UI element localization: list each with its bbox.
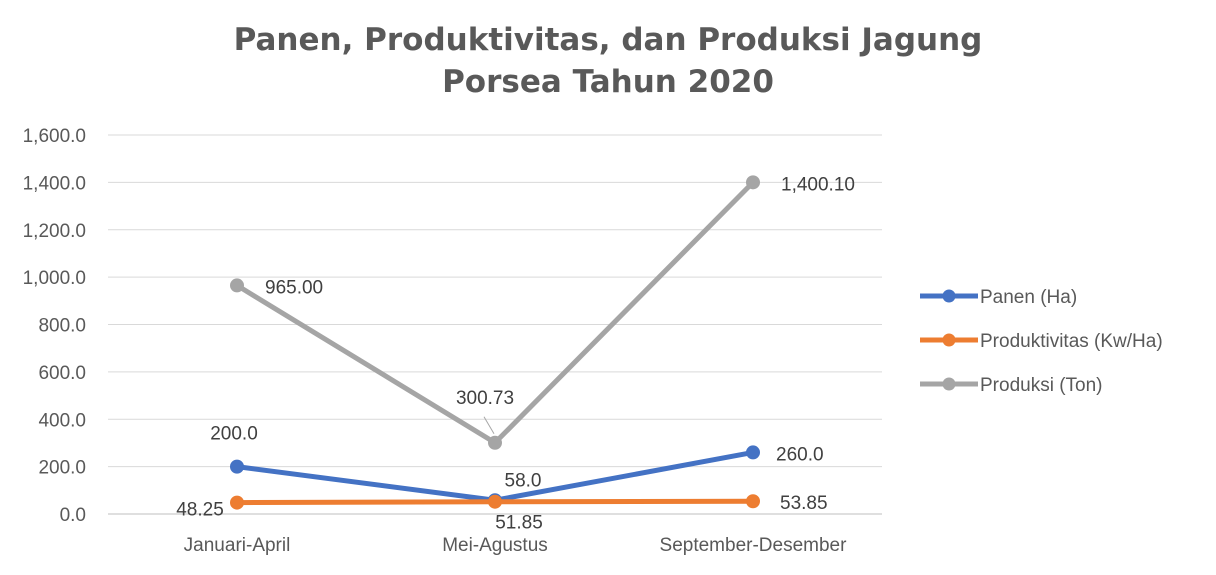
data-label: 53.85 [780, 493, 828, 514]
y-tick-label: 800.0 [38, 316, 86, 337]
data-point [746, 494, 760, 509]
data-point [230, 278, 244, 293]
data-point [488, 494, 502, 509]
data-label: 200.0 [210, 424, 258, 445]
legend-swatch-marker [942, 377, 956, 391]
chart-title-line-1: Panen, Produktivitas, dan Produksi Jagun… [233, 22, 983, 58]
legend-swatch-marker [942, 333, 956, 347]
legend-label: Panen (Ha) [980, 287, 1077, 308]
data-point [488, 435, 502, 450]
data-label: 300.73 [456, 388, 514, 409]
y-tick-label: 1,200.0 [23, 221, 86, 242]
data-label: 1,400.10 [781, 174, 855, 195]
label-leader-line [483, 416, 495, 435]
y-tick-label: 1,600.0 [23, 126, 86, 147]
data-point [746, 175, 760, 190]
series-line [234, 449, 756, 503]
y-tick-label: 400.0 [38, 410, 86, 431]
x-tick-label: September-Desember [660, 535, 848, 556]
data-label: 58.0 [505, 470, 542, 491]
data-point [230, 459, 244, 474]
legend-label: Produksi (Ton) [980, 375, 1103, 396]
chart-title-line-2: Porsea Tahun 2020 [442, 64, 774, 100]
data-label: 48.25 [176, 500, 224, 521]
x-tick-label: Januari-April [184, 535, 291, 556]
legend-label: Produktivitas (Kw/Ha) [980, 331, 1163, 352]
data-label: 965.00 [265, 277, 323, 298]
legend-swatch-marker [942, 289, 956, 303]
y-tick-label: 0.0 [60, 505, 86, 526]
y-tick-label: 600.0 [38, 363, 86, 384]
y-tick-label: 1,000.0 [23, 268, 86, 289]
x-tick-label: Mei-Agustus [442, 535, 548, 556]
y-tick-label: 1,400.0 [23, 173, 86, 194]
data-label: 51.85 [495, 513, 543, 534]
data-label: 260.0 [776, 444, 824, 465]
data-point [230, 495, 244, 510]
y-tick-label: 200.0 [38, 458, 86, 479]
data-point [746, 445, 760, 460]
